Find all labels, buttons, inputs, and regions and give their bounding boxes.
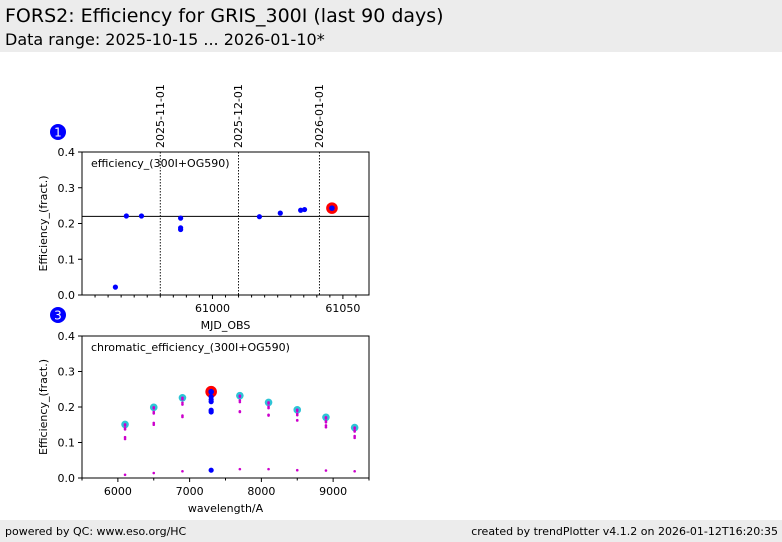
x-tick-label: 6000 bbox=[104, 485, 132, 498]
chromatic-series-point bbox=[324, 417, 328, 420]
data-point bbox=[178, 226, 184, 233]
data-point bbox=[256, 214, 263, 220]
chromatic-series-point bbox=[295, 409, 299, 413]
page-title: FORS2: Efficiency for GRIS_300I (last 90… bbox=[5, 5, 444, 27]
chart-panel-1: 1 0.0 0.1 0.2 0.3 0.4 61000 61050 MJD_OBS Efficie… bbox=[37, 84, 370, 332]
footer-bar: powered by QC: www.eso.org/HC created by… bbox=[0, 520, 782, 542]
panel-badge-label: 1 bbox=[54, 126, 62, 140]
plot-frame bbox=[81, 151, 370, 296]
chromatic-series-point bbox=[152, 412, 156, 415]
data-range-subtitle: Data range: 2025-10-15 ... 2026-01-10* bbox=[5, 30, 325, 49]
date-marker-label: 2025-11-01 bbox=[154, 84, 167, 148]
current-data-point bbox=[208, 467, 214, 473]
current-data-point bbox=[208, 399, 214, 405]
x-tick-label: 61050 bbox=[325, 302, 360, 315]
x-tick-label: 8000 bbox=[247, 485, 275, 498]
chart-annotation: chromatic_efficiency_(300I+OG590) bbox=[91, 341, 290, 354]
chromatic-series-point bbox=[353, 436, 356, 440]
x-axis-label: wavelength/A bbox=[188, 502, 264, 515]
x-tick-label: 9000 bbox=[319, 485, 347, 498]
chromatic-series-point bbox=[123, 424, 127, 427]
date-marker-label: 2026-01-01 bbox=[313, 84, 326, 148]
latest-data-point bbox=[329, 205, 335, 211]
data-point bbox=[277, 210, 283, 216]
chromatic-series-point bbox=[324, 425, 328, 429]
data-point bbox=[112, 284, 118, 290]
chromatic-series-point bbox=[181, 403, 184, 406]
y-tick-label: 0.0 bbox=[58, 472, 76, 485]
y-tick-label: 0.4 bbox=[58, 146, 76, 159]
panel-badge bbox=[50, 124, 66, 140]
data-point bbox=[178, 215, 184, 221]
data-point bbox=[301, 206, 308, 213]
footer-credit: powered by QC: www.eso.org/HC bbox=[5, 525, 187, 538]
chromatic-series-point bbox=[152, 471, 156, 475]
footer-created-by: created by trendPlotter v4.1.2 on 2026-0… bbox=[471, 525, 778, 538]
x-axis-label: MJD_OBS bbox=[201, 319, 251, 332]
chromatic-series-point bbox=[152, 407, 156, 410]
chromatic-series-point bbox=[181, 469, 184, 473]
x-tick-label: 61000 bbox=[195, 302, 230, 315]
data-point bbox=[138, 213, 145, 219]
x-tick-label: 7000 bbox=[176, 485, 204, 498]
chromatic-series-point bbox=[238, 409, 242, 413]
panel-badge bbox=[50, 307, 66, 323]
chromatic-series-point bbox=[267, 467, 270, 471]
y-axis-label: Efficiency_(fract.) bbox=[37, 175, 50, 271]
data-point bbox=[123, 213, 129, 219]
chromatic-series-point bbox=[295, 413, 299, 417]
chromatic-series-point bbox=[324, 420, 328, 424]
header-bar: FORS2: Efficiency for GRIS_300I (last 90… bbox=[0, 0, 782, 52]
chromatic-series-point bbox=[238, 467, 242, 471]
chromatic-series-point bbox=[295, 418, 299, 422]
y-axis-label: Efficiency_(fract.) bbox=[37, 359, 50, 455]
chromatic-series-point bbox=[123, 428, 127, 431]
y-tick-label: 0.3 bbox=[58, 182, 76, 195]
chart-annotation: efficiency_(300I+OG590) bbox=[91, 157, 230, 170]
chromatic-series-point bbox=[267, 402, 270, 405]
chromatic-series-point bbox=[181, 397, 184, 401]
plot-frame bbox=[81, 335, 370, 479]
chromatic-series-point bbox=[324, 469, 328, 472]
chromatic-series-point bbox=[123, 473, 127, 477]
chromatic-series-point bbox=[123, 437, 127, 441]
date-marker-label: 2025-12-01 bbox=[232, 84, 245, 148]
latest-data-point bbox=[208, 388, 214, 395]
chromatic-series-point bbox=[181, 415, 184, 419]
y-tick-label: 0.3 bbox=[58, 366, 76, 379]
y-tick-label: 0.2 bbox=[58, 218, 76, 231]
y-tick-label: 0.4 bbox=[58, 330, 76, 343]
chromatic-series-point bbox=[238, 395, 242, 399]
chart-panel-3: 3 0.0 0.1 0.2 0.3 0.4 6000 7000 8000 9000 waveleng… bbox=[37, 307, 370, 515]
chromatic-series-point bbox=[267, 413, 270, 417]
y-tick-label: 0.1 bbox=[58, 437, 76, 450]
y-tick-label: 0.2 bbox=[58, 401, 76, 414]
chromatic-series-point bbox=[295, 468, 299, 472]
chromatic-series-point bbox=[353, 469, 356, 473]
panel-badge-label: 3 bbox=[54, 309, 62, 323]
current-data-point bbox=[208, 409, 214, 415]
chromatic-series-point bbox=[152, 423, 156, 427]
y-tick-label: 0.1 bbox=[58, 253, 76, 266]
data-point bbox=[298, 207, 304, 213]
y-tick-label: 0.0 bbox=[58, 289, 76, 302]
chromatic-series-point bbox=[238, 400, 242, 404]
chromatic-series-point bbox=[267, 406, 270, 410]
chromatic-series-point bbox=[353, 430, 356, 433]
chromatic-series-point bbox=[353, 427, 356, 430]
